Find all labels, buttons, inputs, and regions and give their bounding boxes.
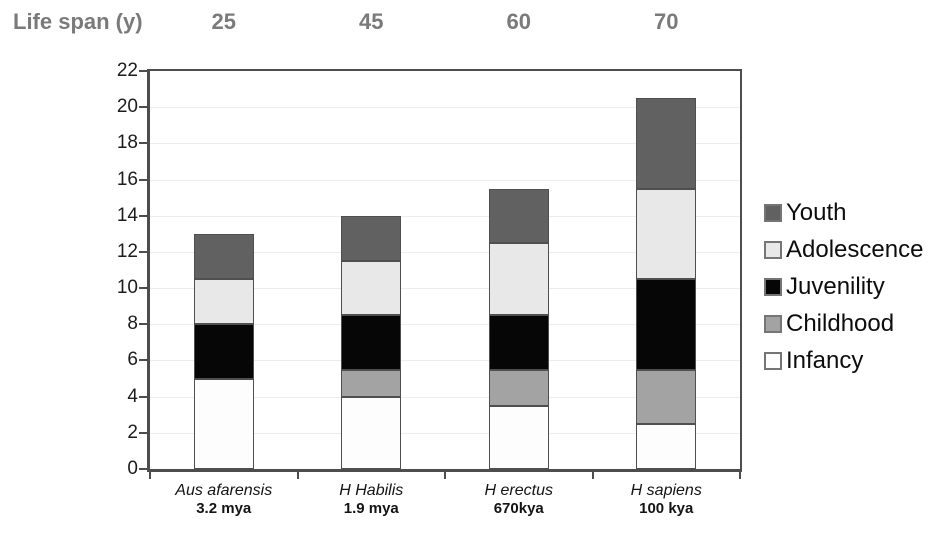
species-age: 3.2 mya <box>196 500 252 517</box>
y-tick <box>139 395 147 398</box>
bar-segment-youth <box>636 98 697 189</box>
bar-segment-adolescence <box>193 279 254 325</box>
bar-segment-infancy <box>636 423 697 469</box>
y-tick-label: 8 <box>127 313 138 335</box>
y-tick-label: 6 <box>127 349 138 371</box>
y-tick <box>139 214 147 217</box>
bar-segment-juvenility <box>636 279 697 370</box>
y-tick-label: 12 <box>116 240 138 262</box>
bar-segment-adolescence <box>341 260 402 316</box>
gridline <box>150 288 740 290</box>
y-tick <box>139 178 147 181</box>
y-tick <box>139 70 147 72</box>
x-tick <box>149 472 151 479</box>
y-tick-label: 20 <box>116 96 138 118</box>
category-label: H erectus 670kya <box>485 482 553 517</box>
y-tick-label: 2 <box>127 421 138 443</box>
bar-segment-infancy <box>341 396 402 469</box>
y-tick <box>139 142 147 145</box>
legend-item: Infancy <box>764 348 923 374</box>
y-tick <box>139 359 147 362</box>
gridline <box>150 432 740 434</box>
legend-swatch-adolescence <box>764 241 782 259</box>
species-age: 100 kya <box>639 500 694 517</box>
species-age: 1.9 mya <box>343 500 399 517</box>
y-tick-label: 10 <box>116 277 138 299</box>
legend-label: Youth <box>786 199 847 226</box>
bar-segment-youth <box>341 215 402 261</box>
y-tick <box>139 323 147 326</box>
legend-label: Adolescence <box>786 236 924 263</box>
bar-segment-infancy <box>488 405 549 469</box>
y-tick-label: 16 <box>116 168 138 190</box>
gridline <box>150 360 740 362</box>
category-label: Aus afarensis 3.2 mya <box>175 482 272 517</box>
gridline <box>150 324 740 326</box>
lifespan-value: 60 <box>506 9 531 34</box>
lifespan-value: 70 <box>654 9 679 34</box>
bar-segment-adolescence <box>488 242 549 316</box>
x-tick <box>296 472 299 479</box>
y-tick-label: 14 <box>116 204 138 226</box>
legend: Youth Adolescence Juvenility Childhood Infan… <box>764 200 923 385</box>
y-tick-label: 22 <box>116 60 138 81</box>
y-tick <box>139 287 147 290</box>
legend-item: Childhood <box>764 311 923 337</box>
legend-swatch-infancy <box>764 352 782 370</box>
lifespan-value: 25 <box>211 9 236 34</box>
x-tick <box>444 472 446 479</box>
species-name: H Habilis <box>339 482 404 499</box>
y-tick <box>139 250 147 253</box>
legend-swatch-youth <box>764 204 782 222</box>
legend-swatch-childhood <box>764 315 782 333</box>
bar-segment-infancy <box>193 378 254 469</box>
gridline <box>150 107 740 109</box>
x-tick <box>739 472 741 479</box>
x-tick <box>591 472 594 479</box>
y-tick <box>139 431 147 434</box>
y-tick <box>139 468 147 470</box>
species-name: H erectus <box>484 482 553 499</box>
legend-item: Youth <box>764 200 923 226</box>
legend-label: Juvenility <box>786 273 885 300</box>
species-age: 670kya <box>493 500 544 517</box>
legend-item: Juvenility <box>764 274 923 300</box>
gridline <box>150 251 740 253</box>
lifespan-value: 45 <box>359 9 384 34</box>
bar-segment-childhood <box>488 369 549 406</box>
legend-item: Adolescence <box>764 237 923 263</box>
bar-segment-childhood <box>636 369 697 424</box>
category-label: H Habilis 1.9 mya <box>339 482 403 517</box>
bar-segment-juvenility <box>341 315 402 370</box>
gridline <box>150 143 740 145</box>
bar-segment-juvenility <box>488 315 549 370</box>
legend-label: Infancy <box>786 347 864 374</box>
plot-inner <box>150 71 740 469</box>
lifespan-row-title: Life span (y) <box>13 9 143 34</box>
legend-swatch-juvenility <box>764 278 782 296</box>
gridline <box>150 179 740 181</box>
y-tick-label: 18 <box>116 132 138 154</box>
category-label: H sapiens 100 kya <box>631 482 702 517</box>
bar-segment-childhood <box>341 369 402 397</box>
legend-label: Childhood <box>786 310 895 337</box>
bar-segment-juvenility <box>193 324 254 379</box>
gridline <box>150 215 740 217</box>
bar-segment-adolescence <box>636 188 697 280</box>
bar-segment-youth <box>193 233 254 280</box>
y-tick <box>139 106 147 109</box>
gridline <box>150 396 740 398</box>
bar-segment-youth <box>488 188 549 243</box>
y-tick-label: 4 <box>127 385 138 407</box>
y-tick-label: 0 <box>127 458 138 479</box>
plot-area <box>147 69 742 472</box>
species-name: H sapiens <box>630 482 702 499</box>
species-name: Aus afarensis <box>175 482 273 499</box>
